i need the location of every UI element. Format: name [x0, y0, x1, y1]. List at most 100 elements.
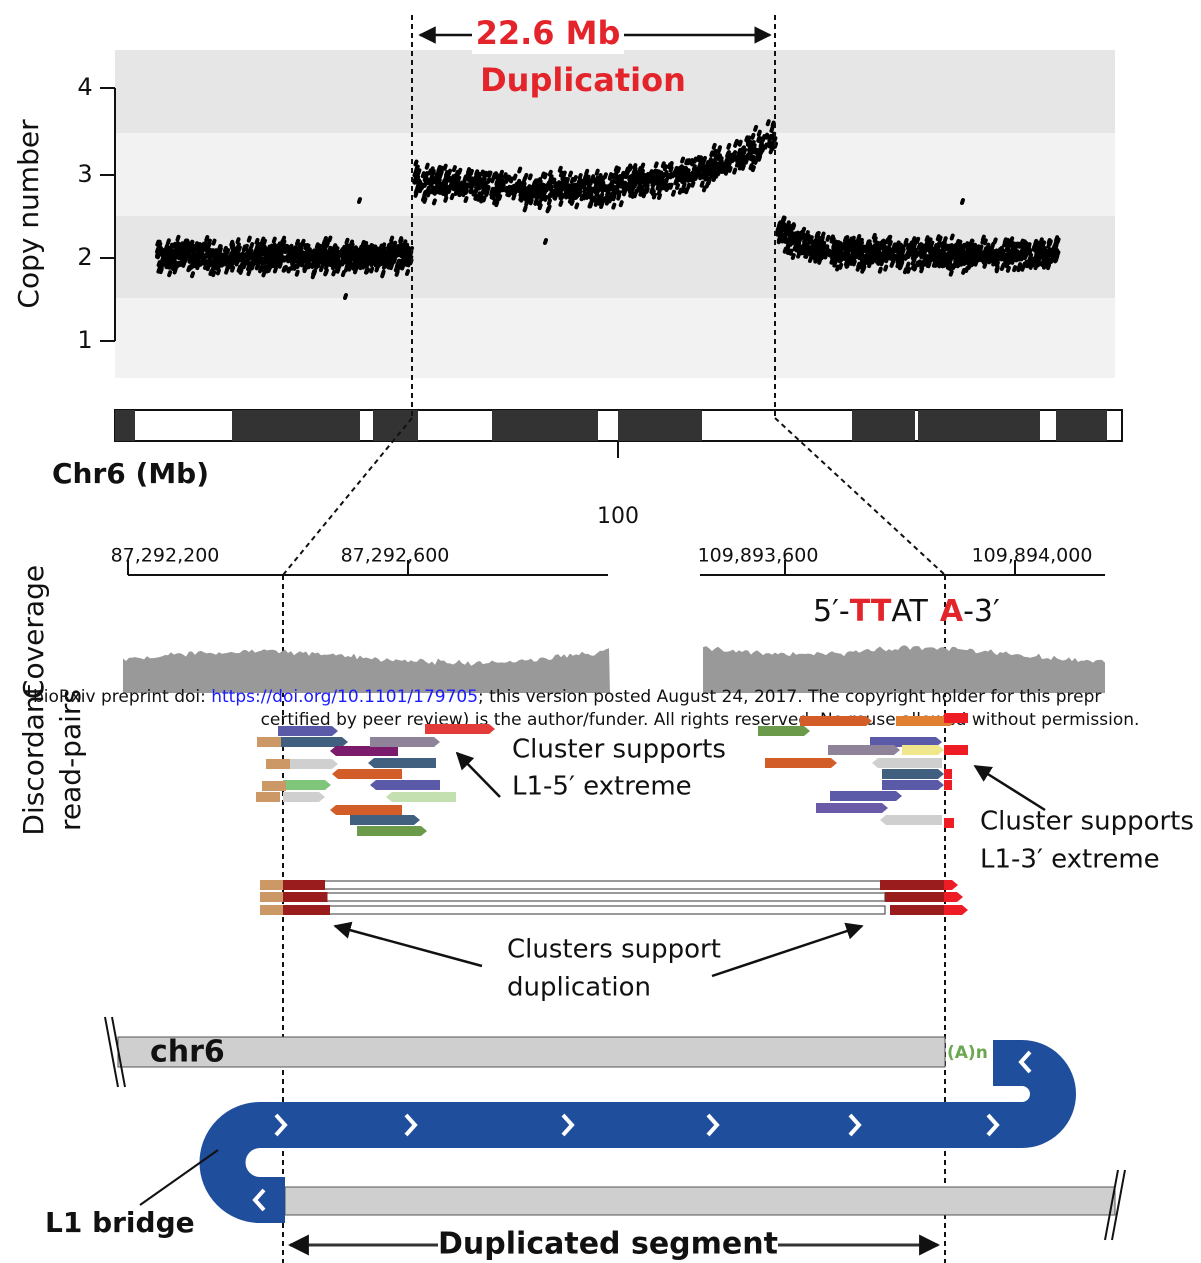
read-tail [256, 792, 280, 802]
annotation: duplication [507, 973, 651, 1003]
arrows [333, 751, 1046, 978]
coverage-area [123, 648, 610, 693]
read [944, 880, 958, 890]
chevrons [252, 1050, 1032, 1212]
read [944, 769, 952, 779]
read [425, 724, 495, 734]
read [283, 792, 325, 802]
read [370, 780, 440, 790]
read [872, 758, 942, 768]
read [882, 780, 944, 790]
read [283, 780, 331, 790]
segment-label: Duplicated segment [438, 1227, 778, 1262]
read [828, 745, 900, 755]
watermark: certified by peer review) is the author/… [261, 710, 1140, 730]
copy-number-points [155, 119, 1061, 300]
ideogram-band [618, 410, 702, 441]
annotation: L1-3′ extreme [980, 845, 1160, 875]
ideogram-band [492, 410, 598, 441]
read [283, 905, 330, 915]
annotation: Cluster supports [512, 735, 726, 765]
pointer [139, 1149, 219, 1206]
event-label: Duplication [480, 61, 686, 99]
watermark-text: bioRxiv preprint doi: [33, 687, 211, 707]
read [816, 803, 888, 813]
band [115, 50, 1115, 133]
band [115, 298, 1115, 378]
y-tick-label: 3 [77, 160, 92, 188]
read [896, 716, 956, 726]
y-axis-label: Copy number [12, 119, 45, 309]
read [330, 746, 398, 756]
watermark: bioRxiv preprint doi: https://doi.org/10… [33, 687, 1101, 707]
chr-bar [284, 1186, 1116, 1216]
read [944, 780, 952, 790]
y-tick-label: 2 [77, 243, 92, 271]
read-tail [266, 759, 290, 769]
read [758, 726, 810, 736]
annotation: Cluster supports [980, 807, 1194, 837]
span-label: 22.6 Mb [476, 14, 621, 52]
ideogram-band [918, 410, 1040, 441]
ideogram-tick-label: 100 [597, 504, 639, 529]
read [944, 892, 963, 902]
y-tick-label: 4 [77, 73, 92, 101]
copy-number-panel: Copy number 1 2 3 4 22.6 Mb Duplication [12, 14, 1115, 378]
annotation: L1-5′ extreme [512, 772, 692, 802]
read-tail [257, 737, 281, 747]
read [880, 815, 942, 825]
read [280, 737, 348, 747]
motif-part: A [940, 594, 964, 629]
bridge-label: L1 bridge [45, 1206, 195, 1239]
zoom-tick-label: 87,292,200 [111, 545, 220, 567]
chr-label: chr6 [150, 1035, 225, 1070]
read-tail [262, 781, 286, 791]
read [283, 892, 328, 902]
motif-part: 5′- [813, 594, 850, 629]
pair-line [284, 880, 886, 890]
watermark-link[interactable]: https://doi.org/10.1101/179705 [211, 687, 478, 707]
read-tail [260, 905, 284, 915]
read [368, 758, 436, 768]
ideogram-band [852, 410, 915, 441]
read [800, 716, 872, 726]
annotation: Clusters support [507, 935, 721, 965]
coverage-area [703, 645, 1105, 693]
ideogram-band [1056, 410, 1107, 441]
polya-label: (A)n [947, 1043, 988, 1063]
read [902, 745, 944, 755]
motif: 5′-TTAT A-3′ [813, 594, 1000, 629]
ideogram-band [373, 410, 418, 441]
ideogram: 100 Chr6 (Mb) [52, 409, 1123, 529]
guide-line [774, 417, 946, 576]
read-tail [260, 892, 284, 902]
zoom-tick-label: 109,894,000 [972, 545, 1093, 567]
read [885, 892, 950, 902]
ideogram-band [232, 410, 360, 441]
read [283, 759, 338, 769]
guide-line [282, 417, 413, 576]
read [370, 737, 440, 747]
motif-part: -3′ [963, 594, 1000, 629]
read [386, 792, 456, 802]
read [765, 758, 837, 768]
read [944, 905, 968, 915]
read [880, 880, 945, 890]
ideogram-label: Chr6 (Mb) [52, 457, 209, 490]
read [350, 815, 420, 825]
y-tick-label: 1 [77, 326, 92, 354]
label-background [472, 16, 624, 54]
ideogram-band [115, 410, 135, 441]
pair-line [284, 892, 886, 902]
break-mark [1104, 1169, 1126, 1241]
reads-label: Discordant [17, 684, 50, 835]
l1-bridge [199, 1040, 1076, 1223]
read [882, 769, 944, 779]
read [357, 826, 427, 836]
zoom-axes [127, 560, 1105, 576]
chr-bar [117, 1036, 946, 1068]
read [332, 769, 402, 779]
read [944, 713, 968, 723]
